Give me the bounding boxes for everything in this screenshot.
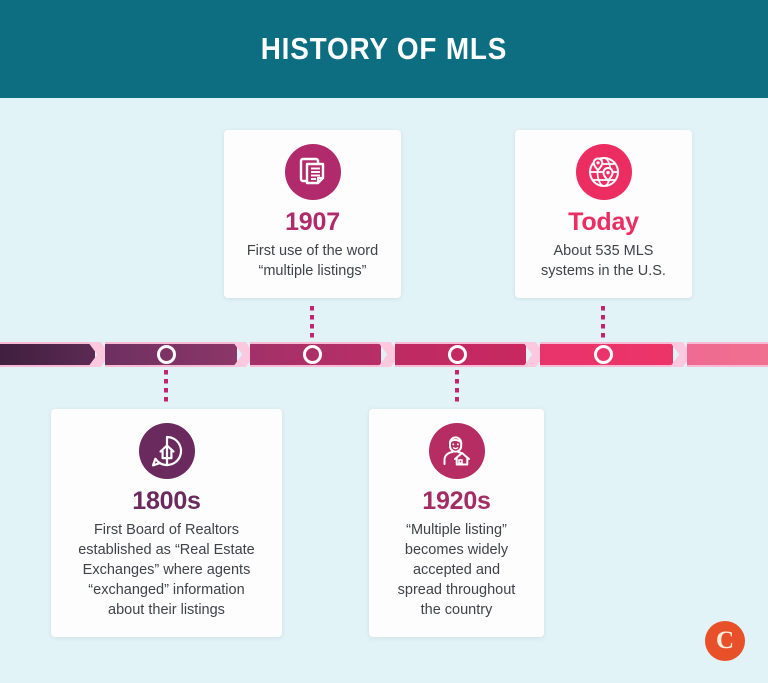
header-bar: HISTORY OF MLS bbox=[0, 0, 768, 98]
connector-dots-1920s bbox=[455, 370, 459, 406]
card-description-line: the country bbox=[420, 601, 493, 618]
timeline-chevron-3 bbox=[378, 342, 400, 367]
timeline-card-today[interactable]: Today About 535 MLS systems in the U.S. bbox=[515, 130, 692, 298]
timeline-node-1907[interactable] bbox=[303, 345, 322, 364]
card-description-line: First use of the word bbox=[246, 243, 379, 260]
agent-house-icon-badge bbox=[428, 423, 485, 479]
card-description-line: “multiple listings” bbox=[258, 263, 367, 280]
house-speech-bubble-icon bbox=[151, 435, 182, 467]
timeline-chevron-4 bbox=[523, 342, 545, 367]
card-description: About 535 MLS systems in the U.S. bbox=[541, 242, 666, 282]
card-description-line: spread throughout bbox=[397, 581, 516, 598]
infographic-canvas: 1907 First use of the word “multiple lis… bbox=[0, 98, 768, 683]
timeline-chevron-2 bbox=[233, 342, 255, 367]
timeline-bar bbox=[0, 342, 768, 367]
card-description-line: systems in the U.S. bbox=[541, 263, 666, 280]
timeline-card-1907[interactable]: 1907 First use of the word “multiple lis… bbox=[224, 130, 401, 298]
card-description: “Multiple listing” becomes widely accept… bbox=[398, 521, 516, 620]
card-description-line: accepted and bbox=[412, 561, 501, 578]
timeline-node-1800s[interactable] bbox=[157, 345, 176, 364]
card-description-line: about their listings bbox=[108, 601, 225, 618]
connector-dots-1800s bbox=[164, 370, 168, 406]
card-year-label: 1907 bbox=[285, 208, 340, 236]
card-description-line: About 535 MLS bbox=[553, 243, 654, 260]
timeline-chevron-1 bbox=[88, 342, 110, 367]
agent-house-icon bbox=[443, 436, 470, 466]
timeline-segment-6 bbox=[687, 342, 768, 367]
card-year-label: Today bbox=[568, 208, 639, 236]
timeline-chevron-5 bbox=[670, 342, 692, 367]
globe-pins-icon-badge bbox=[575, 144, 632, 200]
card-description-line: established as “Real Estate bbox=[78, 542, 255, 559]
timeline-card-1800s[interactable]: 1800s First Board of Realtors establishe… bbox=[51, 409, 282, 637]
brand-logo-letter: C bbox=[715, 626, 735, 654]
house-speech-bubble-icon-badge bbox=[138, 423, 195, 479]
globe-pins-icon bbox=[588, 157, 619, 187]
card-description-line: becomes widely bbox=[404, 542, 509, 559]
connector-dots-today bbox=[601, 306, 605, 339]
card-year-label: 1800s bbox=[132, 487, 201, 515]
page-title: HISTORY OF MLS bbox=[260, 31, 508, 66]
card-description-line: “exchanged” information bbox=[88, 581, 245, 598]
connector-dots-1907 bbox=[310, 306, 314, 339]
timeline-node-today[interactable] bbox=[594, 345, 613, 364]
card-year-label: 1920s bbox=[422, 487, 491, 515]
timeline-node-1920s[interactable] bbox=[448, 345, 467, 364]
documents-icon bbox=[299, 157, 324, 185]
card-description-line: Exchanges” where agents bbox=[82, 561, 251, 578]
card-description-line: “Multiple listing” bbox=[406, 522, 507, 539]
documents-icon-badge bbox=[284, 144, 341, 200]
timeline-card-1920s[interactable]: 1920s “Multiple listing” becomes widely … bbox=[369, 409, 544, 637]
card-description: First Board of Realtors established as “… bbox=[78, 521, 255, 620]
card-description: First use of the word “multiple listings… bbox=[247, 242, 378, 282]
card-description-line: First Board of Realtors bbox=[93, 522, 240, 539]
timeline-segment-1 bbox=[0, 342, 95, 367]
brand-logo[interactable]: C bbox=[705, 621, 745, 661]
